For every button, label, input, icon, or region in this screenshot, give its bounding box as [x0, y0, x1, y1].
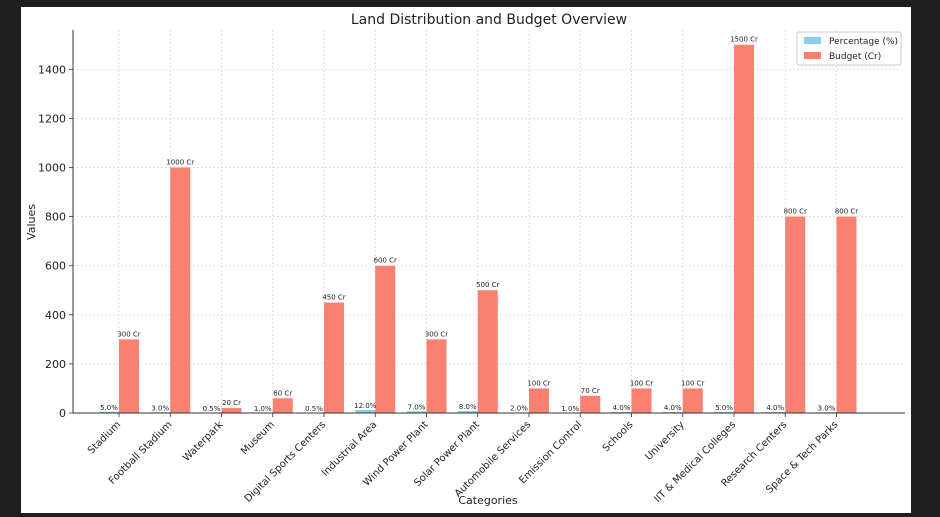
bar-chart: Land Distribution and Budget Overview 5.… — [25, 12, 905, 507]
legend-label-percentage: Percentage (%) — [829, 37, 898, 47]
bar-budget — [375, 265, 396, 413]
data-label-percentage: 4.0% — [664, 404, 682, 412]
data-label-budget: 60 Cr — [273, 389, 292, 397]
bar-budget — [580, 395, 601, 413]
data-label-budget: 1500 Cr — [730, 36, 758, 44]
y-axis-label: Values — [25, 204, 38, 240]
legend-label-budget: Budget (Cr) — [829, 52, 881, 62]
y-tick-label: 1200 — [38, 112, 66, 125]
data-label-budget: 300 Cr — [117, 330, 140, 338]
bars — [99, 44, 857, 413]
bar-budget — [682, 388, 703, 413]
y-tick-label: 0 — [59, 407, 66, 420]
data-labels: 5.0%300 Cr3.0%1000 Cr0.5%20 Cr1.0%60 Cr0… — [100, 36, 858, 413]
y-tick-label: 600 — [45, 260, 66, 273]
data-label-budget: 100 Cr — [527, 379, 550, 387]
data-label-percentage: 2.0% — [510, 405, 528, 413]
data-label-percentage: 0.5% — [203, 405, 221, 413]
bar-budget — [836, 216, 857, 413]
chart-title: Land Distribution and Budget Overview — [351, 12, 627, 28]
chart-frame: Land Distribution and Budget Overview 5.… — [21, 7, 911, 513]
legend: Percentage (%) Budget (Cr) — [796, 31, 902, 66]
legend-box — [796, 31, 902, 66]
data-label-percentage: 4.0% — [613, 404, 631, 412]
data-label-percentage: 3.0% — [818, 404, 836, 412]
bar-percentage — [457, 411, 478, 413]
x-tick-label: Schools — [601, 419, 636, 454]
axes — [69, 30, 905, 417]
data-label-budget: 450 Cr — [322, 294, 345, 302]
x-axis-label: Categories — [458, 494, 518, 507]
x-tick-label: Industrial Area — [320, 419, 379, 478]
bar-percentage — [99, 411, 119, 413]
data-label-percentage: 5.0% — [715, 404, 733, 412]
bar-budget — [426, 339, 447, 413]
data-label-budget: 100 Cr — [681, 379, 704, 387]
data-label-budget: 100 Cr — [630, 379, 653, 387]
data-label-budget: 600 Cr — [374, 257, 397, 265]
bar-budget — [529, 388, 549, 413]
legend-swatch-percentage — [804, 37, 821, 44]
data-label-budget: 800 Cr — [784, 208, 807, 216]
x-tick-label: Waterpark — [181, 419, 226, 464]
data-label-budget: 70 Cr — [581, 387, 600, 395]
data-label-percentage: 7.0% — [408, 403, 426, 411]
bar-budget — [324, 302, 344, 413]
x-tick-label: Stadium — [86, 419, 123, 456]
data-label-budget: 1000 Cr — [166, 158, 194, 166]
data-label-budget: 500 Cr — [476, 281, 499, 289]
bar-budget — [221, 408, 242, 413]
x-tick-label: Museum — [239, 419, 277, 457]
x-tick-label: University — [643, 419, 687, 463]
bar-percentage — [355, 410, 376, 413]
data-label-percentage: 4.0% — [766, 404, 784, 412]
bar-budget — [170, 167, 191, 413]
bar-percentage — [714, 411, 734, 413]
data-label-budget: 800 Cr — [835, 208, 858, 216]
bar-budget — [785, 216, 806, 413]
data-label-percentage: 5.0% — [100, 404, 118, 412]
bar-budget — [272, 398, 293, 413]
data-label-percentage: 0.5% — [305, 405, 323, 413]
y-tick-label: 800 — [45, 211, 66, 224]
data-label-percentage: 3.0% — [151, 404, 169, 412]
data-label-percentage: 1.0% — [254, 405, 272, 413]
bar-budget — [119, 339, 139, 413]
data-label-percentage: 8.0% — [459, 403, 477, 411]
y-tick-label: 200 — [45, 358, 66, 371]
data-label-budget: 20 Cr — [222, 399, 241, 407]
bar-budget — [734, 44, 754, 413]
data-label-budget: 300 Cr — [425, 330, 448, 338]
data-label-percentage: 1.0% — [561, 405, 579, 413]
y-tick-label: 1400 — [38, 63, 66, 76]
bar-budget — [631, 388, 652, 413]
legend-swatch-budget — [804, 52, 821, 59]
data-label-percentage: 12.0% — [354, 402, 377, 410]
y-tick-label: 1000 — [38, 161, 66, 174]
bar-budget — [477, 290, 498, 413]
y-tick-labels: 0 200 400 600 800 1000 1200 1400 — [38, 63, 66, 420]
y-tick-label: 400 — [45, 309, 66, 322]
bar-percentage — [406, 411, 427, 413]
